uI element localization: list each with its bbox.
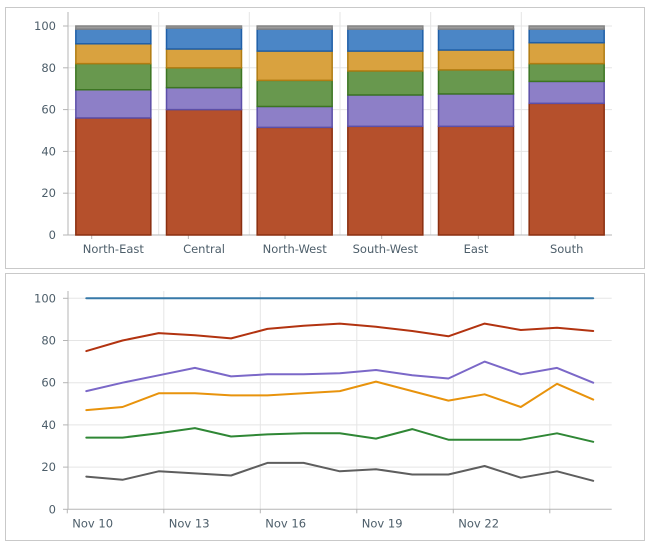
bar-segment-series-orange [165,48,243,69]
bar-y-tick-label: 80 [41,61,56,75]
bar-segment-series-blue [75,28,152,45]
bar-category-label: North-East [83,242,145,256]
line-x-tick-label: Nov 10 [72,516,113,530]
bar-segment-series-purple [256,105,333,129]
line-y-tick-label: 100 [34,291,56,305]
line-x-tick-label: Nov 13 [169,516,210,530]
bar-segment-series-green [437,69,515,95]
bar-segment-series-gray [347,25,424,30]
line-x-tick-label: Nov 16 [265,516,306,530]
line-chart-widget-frame [5,273,645,541]
line-series-purple [85,360,595,393]
bar-segment-series-green [347,70,424,96]
bar-category-label: North-West [263,242,328,256]
bar-category-label: South [550,242,583,256]
bar-segment-series-orange [347,50,424,72]
bar-segment-series-green [75,62,152,91]
bar-segment-series-purple [165,86,243,111]
bar-y-tick-label: 100 [34,19,56,33]
bar-segment-series-brown [528,102,605,236]
bar-segment-series-brown [347,125,424,236]
bar-segment-series-gray [437,25,515,30]
bar-segment-series-purple [75,88,152,119]
bar-y-tick-label: 0 [49,228,56,242]
bar-segment-series-gray [165,25,243,29]
line-x-tick-label: Nov 22 [458,516,499,530]
line-y-tick-label: 60 [41,376,56,390]
line-series-red [85,322,595,353]
bar-segment-series-blue [528,28,605,44]
line-series-green [85,427,595,443]
bar-segment-series-green [528,62,605,83]
bar-segment-series-purple [528,80,605,105]
bar-category-label: East [464,242,489,256]
bar-segment-series-blue [437,28,515,51]
line-y-tick-label: 40 [41,418,56,432]
bar-y-tick-label: 60 [41,103,56,117]
line-x-tick-label: Nov 19 [362,516,403,530]
bar-segment-series-purple [347,94,424,128]
bar-segment-series-brown [75,117,152,236]
line-y-tick-label: 20 [41,460,56,474]
bar-segment-series-blue [256,28,333,52]
bar-segment-series-blue [165,27,243,50]
bar-category-label: South-West [353,242,419,256]
bar-segment-series-brown [256,126,333,236]
bar-segment-series-brown [437,125,515,236]
bar-segment-series-orange [437,49,515,71]
bar-segment-series-brown [165,108,243,236]
bar-segment-series-gray [256,25,333,30]
bar-segment-series-orange [528,41,605,65]
bar-segment-series-green [256,79,333,108]
bar-y-tick-label: 40 [41,144,56,158]
bar-segment-series-gray [75,25,152,30]
bar-y-tick-label: 20 [41,186,56,200]
line-series-orange [85,380,595,412]
line-y-tick-label: 0 [49,502,56,516]
bar-segment-series-orange [75,43,152,65]
bar-category-label: Central [183,242,225,256]
bar-segment-series-purple [437,93,515,128]
bar-segment-series-orange [256,50,333,82]
line-y-tick-label: 80 [41,334,56,348]
bar-segment-series-blue [347,28,424,52]
line-series-gray [85,461,595,482]
bar-segment-series-green [165,67,243,89]
bar-segment-series-gray [528,25,605,30]
